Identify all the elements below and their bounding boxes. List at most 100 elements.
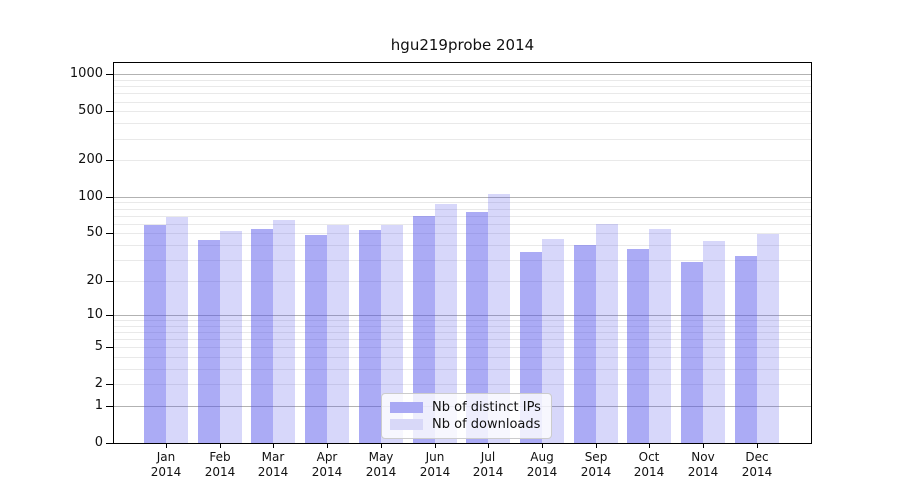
bar-nb-of-distinct-ips-apr [305,235,327,443]
bar-nb-of-downloads-feb [220,231,242,443]
bar-nb-of-downloads-oct [649,229,671,443]
x-tick-label-dec: Dec 2014 [741,450,773,479]
x-tick-mark-apr [327,444,328,448]
y-tick-mark-5 [106,347,113,348]
minor-gridline-3 [114,369,811,370]
x-tick-mark-oct [649,444,650,448]
y-tick-label-5: 5 [94,339,103,354]
x-tick-mark-jun [435,444,436,448]
bar-nb-of-distinct-ips-jan [144,225,166,443]
minor-gridline-6 [114,339,811,340]
minor-gridline-500 [114,111,811,112]
x-tick-label-jun: Jun 2014 [419,450,451,479]
y-tick-label-1000: 1000 [69,66,103,81]
minor-gridline-700 [114,93,811,94]
legend-swatch-downloads [390,419,423,430]
bar-nb-of-downloads-jul [488,194,510,443]
y-tick-label-1: 1 [94,398,103,413]
bar-nb-of-downloads-mar [273,220,295,443]
y-tick-mark-100 [106,197,113,198]
minor-gridline-5 [114,347,811,348]
minor-gridline-300 [114,139,811,140]
bar-nb-of-distinct-ips-sep [574,245,596,443]
legend-label-distinct-ips: Nb of distinct IPs [432,400,541,415]
minor-gridline-80 [114,209,811,210]
bar-nb-of-downloads-jun [435,204,457,443]
x-tick-label-jul: Jul 2014 [472,450,504,479]
major-gridline-10 [114,315,811,316]
x-tick-label-oct: Oct 2014 [633,450,665,479]
y-tick-label-2: 2 [94,376,103,391]
x-tick-label-jan: Jan 2014 [150,450,182,479]
x-tick-mark-dec [757,444,758,448]
x-tick-mark-sep [596,444,597,448]
y-tick-label-50: 50 [86,225,103,240]
y-tick-mark-1000 [106,74,113,75]
x-tick-mark-jul [488,444,489,448]
bar-nb-of-distinct-ips-jun [413,216,435,443]
chart-title: hgu219probe 2014 [390,36,535,54]
minor-gridline-400 [114,123,811,124]
bar-nb-of-downloads-jan [166,217,188,443]
bar-nb-of-distinct-ips-oct [627,249,649,443]
legend-item-downloads: Nb of downloads [390,416,541,433]
bar-nb-of-downloads-aug [542,239,564,443]
x-tick-label-nov: Nov 2014 [687,450,719,479]
x-tick-label-aug: Aug 2014 [526,450,558,479]
y-tick-mark-200 [106,160,113,161]
legend-label-downloads: Nb of downloads [432,417,541,432]
major-gridline-100 [114,197,811,198]
bar-nb-of-distinct-ips-jul [466,212,488,443]
y-tick-label-500: 500 [78,103,103,118]
x-tick-mark-may [381,444,382,448]
y-tick-label-20: 20 [86,273,103,288]
x-tick-mark-jan [166,444,167,448]
bar-nb-of-downloads-may [381,225,403,443]
legend-item-distinct-ips: Nb of distinct IPs [390,399,541,416]
y-tick-mark-500 [106,111,113,112]
minor-gridline-2 [114,384,811,385]
bar-nb-of-downloads-dec [757,234,779,443]
plot-area: Nb of distinct IPs Nb of downloads [113,62,812,444]
bar-nb-of-distinct-ips-may [359,230,381,443]
y-tick-mark-10 [106,315,113,316]
minor-gridline-8 [114,326,811,327]
minor-gridline-7 [114,332,811,333]
y-tick-mark-2 [106,384,113,385]
y-tick-label-200: 200 [78,152,103,167]
bar-nb-of-distinct-ips-dec [735,256,757,443]
y-tick-label-10: 10 [86,307,103,322]
minor-gridline-40 [114,245,811,246]
y-tick-mark-0 [106,443,113,444]
minor-gridline-20 [114,281,811,282]
y-tick-label-0: 0 [94,435,103,450]
x-tick-mark-mar [273,444,274,448]
x-tick-mark-nov [703,444,704,448]
x-tick-mark-feb [220,444,221,448]
major-gridline-1000 [114,74,811,75]
x-tick-label-sep: Sep 2014 [580,450,612,479]
minor-gridline-4 [114,357,811,358]
minor-gridline-70 [114,216,811,217]
y-tick-mark-50 [106,233,113,234]
legend: Nb of distinct IPs Nb of downloads [381,393,552,439]
bar-nb-of-downloads-sep [596,224,618,443]
bar-nb-of-distinct-ips-mar [251,229,273,443]
minor-gridline-9 [114,320,811,321]
minor-gridline-90 [114,202,811,203]
legend-swatch-distinct-ips [390,402,423,413]
x-tick-label-feb: Feb 2014 [204,450,236,479]
bar-nb-of-distinct-ips-feb [198,240,220,443]
minor-gridline-900 [114,80,811,81]
minor-gridline-50 [114,233,811,234]
x-tick-label-mar: Mar 2014 [257,450,289,479]
y-tick-mark-20 [106,281,113,282]
x-tick-label-may: May 2014 [365,450,397,479]
minor-gridline-30 [114,260,811,261]
bar-nb-of-distinct-ips-nov [681,262,703,443]
x-tick-label-apr: Apr 2014 [311,450,343,479]
minor-gridline-200 [114,160,811,161]
y-tick-label-100: 100 [78,189,103,204]
bar-nb-of-downloads-apr [327,225,349,443]
minor-gridline-800 [114,86,811,87]
